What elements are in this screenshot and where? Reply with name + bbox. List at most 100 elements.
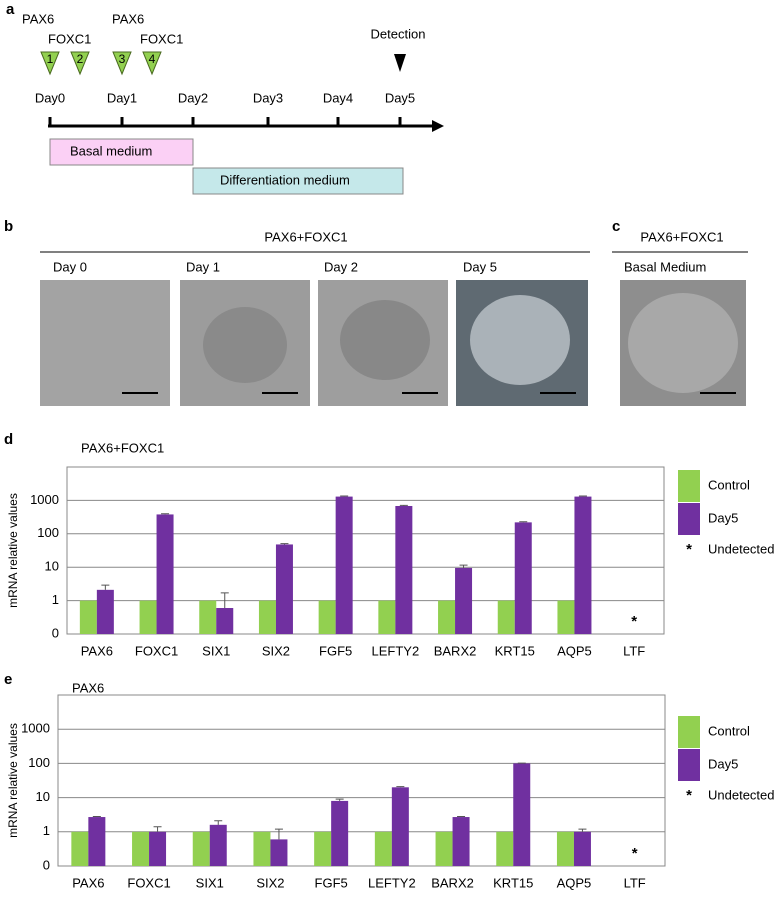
image-label: Day 0 (53, 259, 87, 274)
y-tick-label: 100 (37, 525, 59, 540)
bar (496, 831, 514, 866)
micrographs (40, 280, 746, 406)
y-tick-label: 1 (52, 592, 59, 607)
x-tick-label: FOXC1 (127, 875, 170, 890)
x-tick-label: FGF5 (319, 643, 352, 658)
pulse-number: 4 (149, 52, 156, 66)
error-bar (396, 786, 405, 788)
error-bar (101, 584, 110, 590)
panel-label: d (4, 431, 13, 448)
gene-label: FOXC1 (140, 31, 183, 46)
bar (314, 831, 332, 866)
timeline-ticks (48, 117, 402, 126)
bar (395, 505, 413, 634)
panel-label: b (4, 218, 13, 235)
error-bar (214, 820, 223, 825)
bar (139, 600, 157, 634)
bar (497, 600, 515, 634)
x-tick-label: PAX6 (72, 875, 104, 890)
bar (132, 831, 150, 866)
pulse-marker (40, 51, 60, 76)
pulse-number: 2 (77, 52, 84, 66)
x-tick-label: KRT15 (493, 875, 533, 890)
panel-label: e (4, 671, 12, 688)
bar (574, 496, 592, 634)
y-tick-label: 10 (45, 559, 59, 574)
detection-marker (394, 54, 406, 72)
day-label: Day4 (323, 90, 353, 105)
legend-label: Day5 (708, 756, 738, 771)
bar (156, 514, 174, 634)
bar (557, 600, 575, 634)
legend-swatch (678, 749, 700, 781)
gene-label: PAX6 (112, 11, 144, 26)
bar (216, 608, 234, 634)
panel-label: a (6, 1, 15, 18)
bar (270, 839, 288, 866)
gene-label: FOXC1 (48, 31, 91, 46)
panel-title: PAX6+FOXC1 (640, 229, 723, 244)
bar (514, 522, 532, 634)
bar (455, 567, 473, 634)
day-label: Day3 (253, 90, 283, 105)
gene-label: PAX6 (22, 11, 54, 26)
legend-label: Undetected (708, 787, 775, 802)
legend-label: Day5 (708, 510, 738, 525)
error-bar (578, 828, 587, 832)
bar (88, 817, 106, 866)
bar (209, 824, 227, 866)
chart-title: PAX6 (72, 680, 104, 695)
error-bar (399, 504, 408, 506)
undetected-marker: * (632, 845, 638, 862)
bar (275, 544, 293, 634)
medium-label: Differentiation medium (220, 172, 350, 187)
error-bar (335, 798, 344, 801)
image-label: Day 5 (463, 259, 497, 274)
pulse-number: 3 (119, 52, 126, 66)
timeline-arrow (432, 120, 444, 132)
legend-swatch (678, 503, 700, 535)
error-bar (519, 521, 528, 523)
x-tick-label: AQP5 (557, 643, 592, 658)
x-tick-label: FOXC1 (135, 643, 178, 658)
legend-label: Control (708, 723, 750, 738)
y-tick-label: 0 (52, 625, 59, 640)
pulse-marker (112, 51, 132, 76)
bar (374, 831, 392, 866)
bar (79, 600, 97, 634)
y-axis-title: mRNA relative values (6, 493, 20, 608)
bar (573, 831, 591, 866)
bar (258, 600, 276, 634)
x-tick-label: BARX2 (434, 643, 477, 658)
detection-label: Detection (371, 26, 426, 41)
bar (318, 600, 336, 634)
error-bar (161, 513, 170, 515)
x-tick-label: SIX2 (262, 643, 290, 658)
error-bar (340, 495, 349, 497)
pulse-marker (70, 51, 90, 76)
y-tick-label: 10 (36, 789, 50, 804)
undetected-marker: * (631, 613, 637, 630)
day-label: Day0 (35, 90, 65, 105)
x-tick-label: LTF (623, 643, 645, 658)
y-tick-label: 0 (43, 857, 50, 872)
bar (335, 496, 353, 634)
pulse-marker (142, 51, 162, 76)
x-tick-label: SIX1 (202, 643, 230, 658)
differentiation-medium-box (192, 167, 404, 195)
x-tick-label: PAX6 (81, 643, 113, 658)
bar (331, 800, 349, 866)
legend-label: Undetected (708, 541, 775, 556)
error-bar (578, 495, 587, 497)
day-label: Day2 (178, 90, 208, 105)
bar (71, 831, 89, 866)
bar (556, 831, 574, 866)
error-bar (457, 816, 466, 818)
y-tick-label: 1000 (30, 492, 59, 507)
day-label: Day1 (107, 90, 137, 105)
x-tick-label: LEFTY2 (368, 875, 416, 890)
bar (438, 600, 456, 634)
day-label: Day5 (385, 90, 415, 105)
legend-swatch (678, 470, 700, 502)
